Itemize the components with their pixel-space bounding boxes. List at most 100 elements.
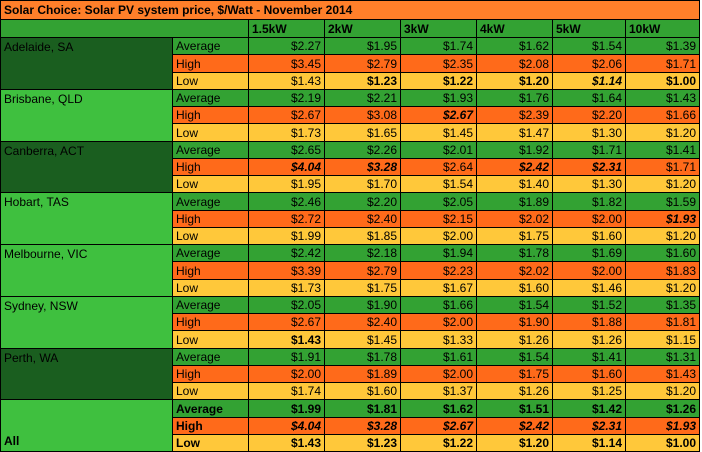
price-cell[interactable]: $1.71: [626, 55, 700, 73]
price-cell[interactable]: $2.18: [325, 245, 401, 262]
price-cell[interactable]: $1.00: [626, 73, 700, 90]
region-cell[interactable]: Adelaide, SA: [0, 38, 173, 90]
price-cell[interactable]: $2.79: [325, 262, 401, 280]
price-cell[interactable]: $1.52: [553, 297, 626, 314]
price-cell[interactable]: $1.62: [401, 400, 477, 418]
price-cell[interactable]: $2.35: [401, 55, 477, 73]
price-cell[interactable]: $1.74: [401, 38, 477, 55]
price-cell[interactable]: $1.39: [626, 38, 700, 55]
price-cell[interactable]: $1.43: [249, 73, 325, 90]
price-cell[interactable]: $2.31: [553, 418, 626, 435]
price-cell[interactable]: $2.31: [553, 159, 626, 176]
price-cell[interactable]: $1.78: [477, 245, 553, 262]
price-cell[interactable]: $1.40: [477, 176, 553, 193]
region-cell[interactable]: Perth, WA: [0, 349, 173, 400]
price-cell[interactable]: $1.22: [401, 73, 477, 90]
price-cell[interactable]: $1.60: [325, 383, 401, 400]
price-cell[interactable]: $2.05: [401, 193, 477, 211]
price-cell[interactable]: $2.26: [325, 142, 401, 159]
price-cell[interactable]: $2.00: [401, 314, 477, 331]
price-cell[interactable]: $1.59: [626, 193, 700, 211]
price-cell[interactable]: $1.93: [401, 90, 477, 107]
price-cell[interactable]: $2.39: [477, 107, 553, 124]
price-cell[interactable]: $1.83: [626, 262, 700, 280]
price-cell[interactable]: $1.66: [626, 107, 700, 124]
price-cell[interactable]: $1.73: [249, 124, 325, 142]
price-cell[interactable]: $1.20: [626, 228, 700, 245]
price-cell[interactable]: $1.71: [626, 159, 700, 176]
price-cell[interactable]: $1.20: [477, 435, 553, 452]
price-cell[interactable]: $1.41: [553, 349, 626, 366]
column-header-3kw[interactable]: 3kW: [401, 20, 477, 38]
price-cell[interactable]: $1.78: [325, 349, 401, 366]
price-cell[interactable]: $1.26: [626, 400, 700, 418]
price-cell[interactable]: $1.00: [626, 435, 700, 452]
price-cell[interactable]: $1.61: [401, 349, 477, 366]
price-cell[interactable]: $2.79: [325, 55, 401, 73]
price-cell[interactable]: $1.70: [325, 176, 401, 193]
price-cell[interactable]: $1.20: [626, 383, 700, 400]
price-cell[interactable]: $2.65: [249, 142, 325, 159]
price-cell[interactable]: $1.23: [325, 73, 401, 90]
price-cell[interactable]: $1.35: [626, 297, 700, 314]
price-cell[interactable]: $1.46: [553, 280, 626, 297]
price-cell[interactable]: $2.00: [401, 366, 477, 383]
price-cell[interactable]: $1.47: [477, 124, 553, 142]
price-cell[interactable]: $1.92: [477, 142, 553, 159]
price-cell[interactable]: $2.15: [401, 211, 477, 228]
column-header-1.5kw[interactable]: 1.5kW: [249, 20, 325, 38]
price-cell[interactable]: $2.00: [249, 366, 325, 383]
price-cell[interactable]: $2.21: [325, 90, 401, 107]
price-cell[interactable]: $2.67: [401, 418, 477, 435]
price-cell[interactable]: $2.05: [249, 297, 325, 314]
price-cell[interactable]: $2.46: [249, 193, 325, 211]
price-cell[interactable]: $1.15: [626, 331, 700, 349]
price-cell[interactable]: $1.60: [477, 280, 553, 297]
price-cell[interactable]: $1.33: [401, 331, 477, 349]
price-cell[interactable]: $1.85: [325, 228, 401, 245]
price-cell[interactable]: $2.67: [249, 107, 325, 124]
price-cell[interactable]: $1.54: [477, 349, 553, 366]
price-cell[interactable]: $1.89: [325, 366, 401, 383]
price-cell[interactable]: $1.82: [553, 193, 626, 211]
price-cell[interactable]: $1.54: [477, 297, 553, 314]
price-cell[interactable]: $1.99: [249, 400, 325, 418]
price-cell[interactable]: $1.75: [477, 228, 553, 245]
column-header-5kw[interactable]: 5kW: [553, 20, 626, 38]
price-cell[interactable]: $1.43: [626, 90, 700, 107]
price-cell[interactable]: $3.39: [249, 262, 325, 280]
price-cell[interactable]: $1.67: [401, 280, 477, 297]
price-cell[interactable]: $1.30: [553, 124, 626, 142]
price-cell[interactable]: $2.23: [401, 262, 477, 280]
price-cell[interactable]: $1.76: [477, 90, 553, 107]
price-cell[interactable]: $1.43: [249, 331, 325, 349]
price-cell[interactable]: $1.20: [626, 176, 700, 193]
column-header-4kw[interactable]: 4kW: [477, 20, 553, 38]
price-cell[interactable]: $1.81: [626, 314, 700, 331]
price-cell[interactable]: $1.62: [477, 38, 553, 55]
price-cell[interactable]: $1.37: [401, 383, 477, 400]
price-cell[interactable]: $2.27: [249, 38, 325, 55]
price-cell[interactable]: $1.22: [401, 435, 477, 452]
price-cell[interactable]: $1.60: [626, 245, 700, 262]
price-cell[interactable]: $1.42: [553, 400, 626, 418]
column-header-10kw[interactable]: 10kW: [626, 20, 700, 38]
price-cell[interactable]: $1.94: [401, 245, 477, 262]
price-cell[interactable]: $1.20: [626, 280, 700, 297]
price-cell[interactable]: $1.75: [325, 280, 401, 297]
price-cell[interactable]: $1.54: [401, 176, 477, 193]
price-cell[interactable]: $2.64: [401, 159, 477, 176]
price-cell[interactable]: $1.74: [249, 383, 325, 400]
price-cell[interactable]: $3.45: [249, 55, 325, 73]
price-cell[interactable]: $1.91: [249, 349, 325, 366]
price-cell[interactable]: $1.95: [325, 38, 401, 55]
price-cell[interactable]: $1.20: [626, 124, 700, 142]
price-cell[interactable]: $1.93: [626, 418, 700, 435]
price-cell[interactable]: $1.93: [626, 211, 700, 228]
price-cell[interactable]: $2.20: [553, 107, 626, 124]
price-cell[interactable]: $1.41: [626, 142, 700, 159]
price-cell[interactable]: $1.75: [477, 366, 553, 383]
price-cell[interactable]: $2.02: [477, 262, 553, 280]
price-cell[interactable]: $1.43: [626, 366, 700, 383]
price-cell[interactable]: $1.89: [477, 193, 553, 211]
